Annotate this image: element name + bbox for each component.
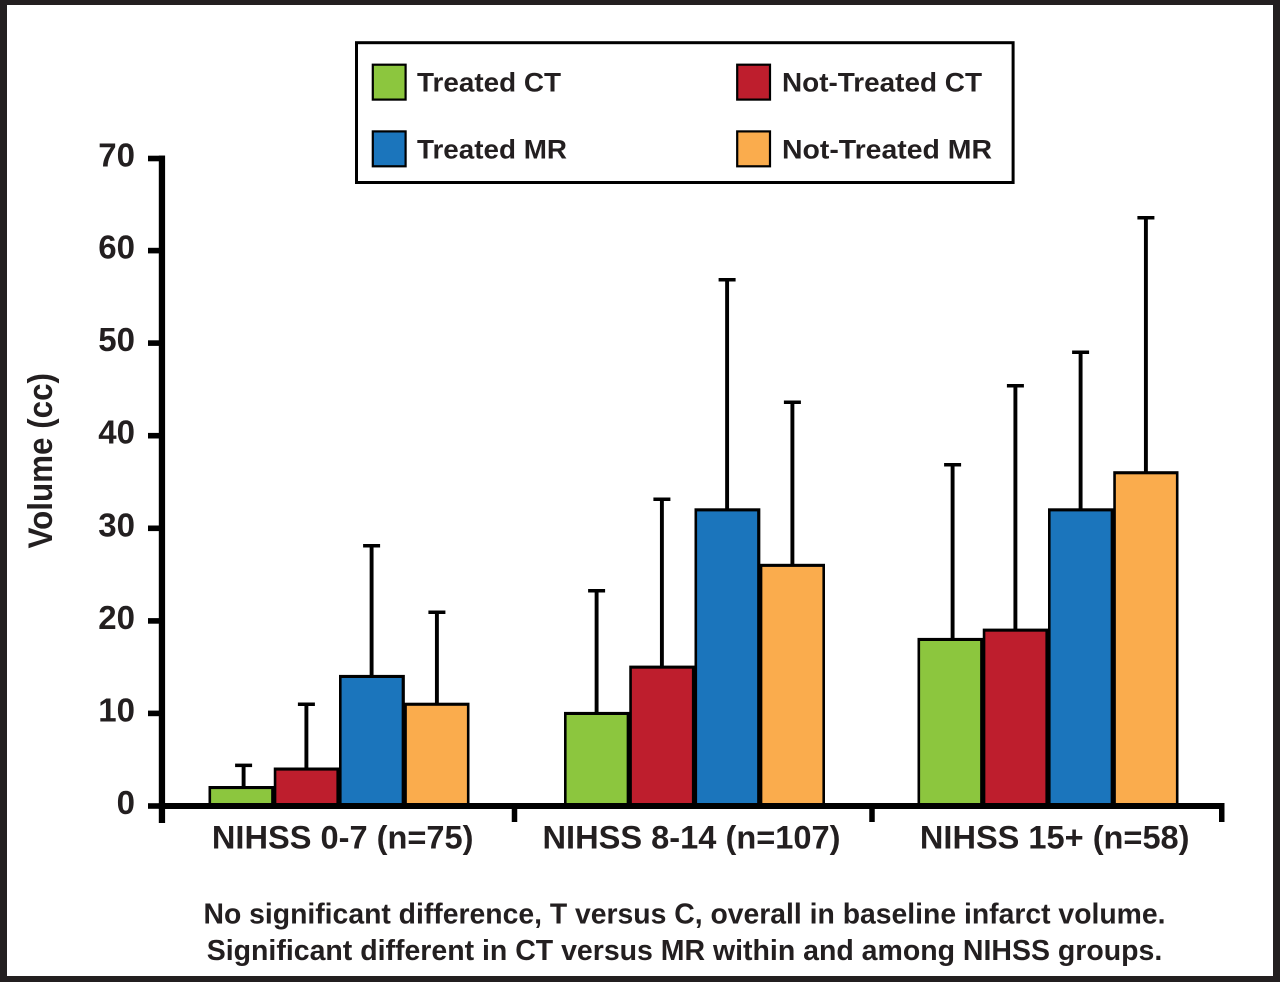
svg-text:30: 30 <box>98 506 135 543</box>
svg-text:Significant different in CT ve: Significant different in CT versus MR wi… <box>207 935 1163 967</box>
svg-text:NIHSS 0-7 (n=75): NIHSS 0-7 (n=75) <box>212 820 474 856</box>
svg-text:Not-Treated CT: Not-Treated CT <box>782 68 983 98</box>
svg-text:0: 0 <box>117 784 135 821</box>
svg-text:NIHSS 15+ (n=58): NIHSS 15+ (n=58) <box>920 820 1190 856</box>
svg-text:Not-Treated MR: Not-Treated MR <box>782 135 992 165</box>
svg-text:Volume (cc): Volume (cc) <box>22 373 60 549</box>
svg-text:Treated MR: Treated MR <box>417 135 567 165</box>
svg-text:60: 60 <box>98 229 135 266</box>
svg-text:20: 20 <box>98 599 135 636</box>
svg-text:50: 50 <box>98 321 135 358</box>
svg-text:NIHSS 8-14 (n=107): NIHSS 8-14 (n=107) <box>543 820 841 856</box>
svg-text:40: 40 <box>98 414 135 451</box>
svg-text:10: 10 <box>98 691 135 728</box>
svg-text:70: 70 <box>98 136 135 173</box>
svg-text:Treated CT: Treated CT <box>417 68 562 98</box>
svg-text:No significant difference, T v: No significant difference, T versus C, o… <box>204 898 1166 930</box>
